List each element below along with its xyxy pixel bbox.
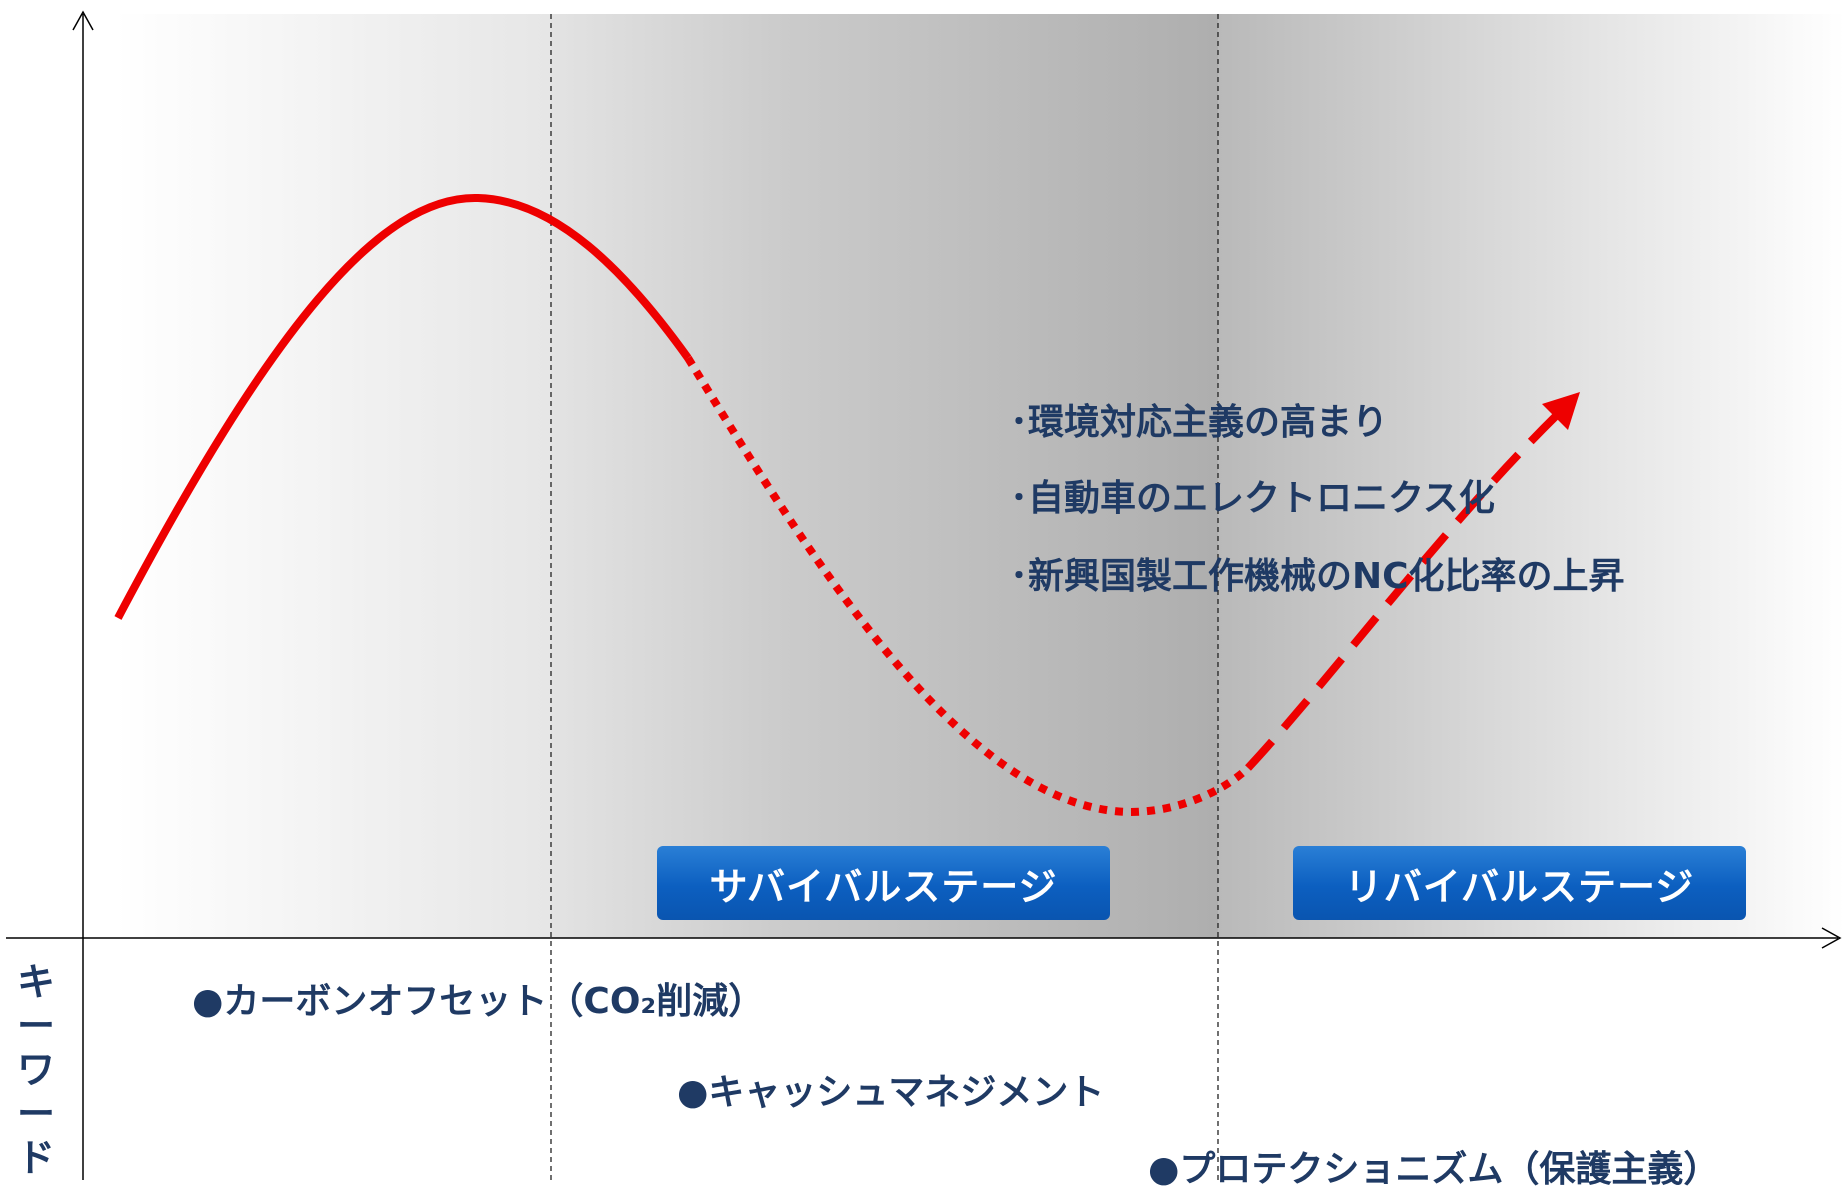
keywords-label-char: キ (16, 960, 55, 1004)
revival-stage-label: リバイバルステージ (1344, 864, 1695, 909)
curve-arrow-head-icon (1542, 392, 1580, 430)
background-phase-3 (1218, 14, 1845, 938)
y-axis-arrow-icon (72, 10, 94, 31)
keywords-label-char: ド (16, 1136, 55, 1180)
keyword-carbon-offset: ●カーボンオフセット（CO₂削減） (192, 981, 765, 1022)
survival-stage-label: サバイバルステージ (709, 864, 1058, 909)
keywords-label: キ ー ワ ー ド (8, 960, 64, 1180)
annotation-2: ･自動車のエレクトロニクス化 (1010, 478, 1495, 519)
keywords-label-char: ワ (16, 1048, 55, 1092)
survival-stage-badge: サバイバルステージ (657, 846, 1110, 920)
background-phase-2 (551, 14, 1218, 938)
annotation-1: ･環境対応主義の高まり (1010, 402, 1389, 443)
x-axis-arrow-icon (1821, 927, 1842, 949)
keyword-protectionism: ●プロテクショニズム（保護主義） (1148, 1149, 1720, 1190)
curve-solid (114, 193, 692, 620)
curve-dotted (684, 355, 1251, 817)
curve-dashed (1245, 411, 1561, 771)
keyword-cash-management: ●キャッシュマネジメント (677, 1072, 1105, 1113)
annotation-3: ･新興国製工作機械のNC化比率の上昇 (1010, 556, 1625, 597)
background-phase-1 (115, 14, 551, 938)
keywords-label-char: ー (16, 1092, 55, 1136)
keywords-label-char: ー (16, 1004, 55, 1048)
revival-stage-badge: リバイバルステージ (1293, 846, 1746, 920)
